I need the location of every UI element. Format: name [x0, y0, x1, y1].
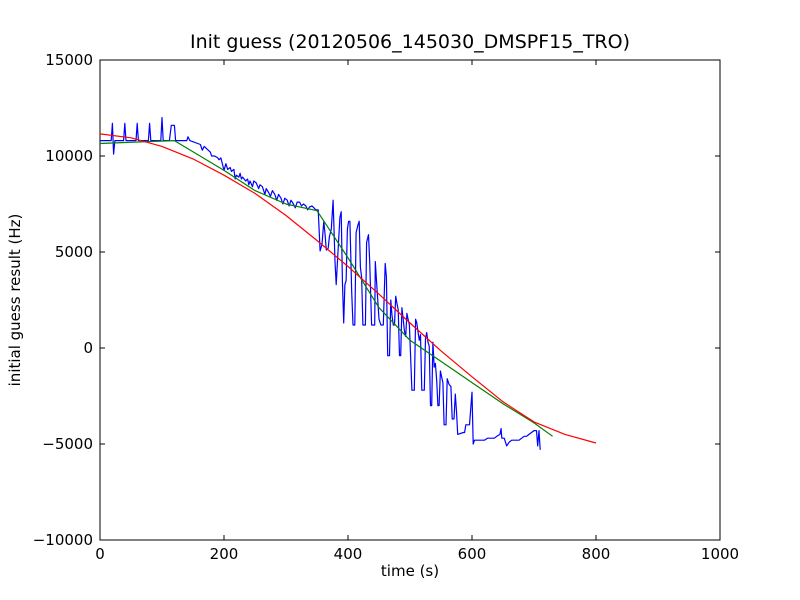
y-tick-label: −10000	[33, 531, 93, 549]
plot-area	[99, 59, 721, 541]
x-tick-label: 800	[582, 545, 611, 563]
y-tick-label: 5000	[55, 243, 93, 261]
x-tick-label: 600	[458, 545, 487, 563]
series-line-2	[99, 140, 553, 437]
series-line-1	[100, 116, 541, 450]
x-tick-label: 0	[95, 545, 105, 563]
ticks-layer	[99, 59, 721, 541]
tick-labels: 0 200 400 600 800 1000 −10000 −5000 0 5000 10000 15…	[33, 51, 739, 563]
series-layer	[99, 116, 597, 450]
x-tick-label: 400	[334, 545, 363, 563]
x-axis-label: time (s)	[381, 562, 439, 580]
plot-frame	[99, 59, 721, 541]
x-tick-label: 1000	[701, 545, 739, 563]
chart-title: Init guess (20120506_145030_DMSPF15_TRO)	[190, 31, 630, 53]
x-tick-label: 200	[210, 545, 239, 563]
y-tick-label: 15000	[45, 51, 93, 69]
y-tick-label: 0	[83, 339, 93, 357]
y-tick-label: 10000	[45, 147, 93, 165]
y-axis-label: initial guess result (Hz)	[6, 214, 24, 387]
series-line-3	[99, 133, 597, 444]
y-tick-label: −5000	[42, 435, 93, 453]
